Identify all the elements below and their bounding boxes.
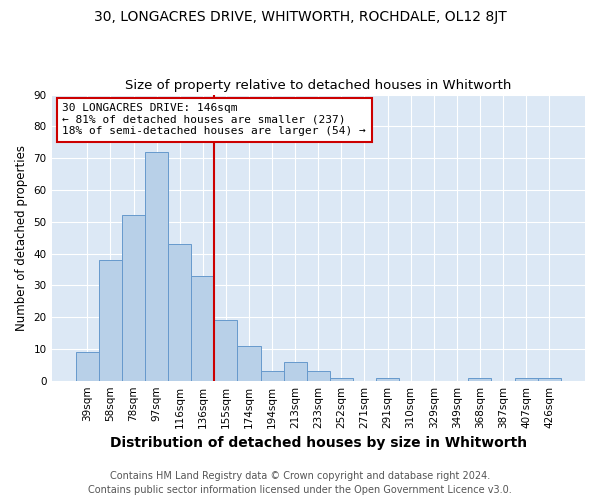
- Bar: [284, 362, 307, 380]
- Bar: [168, 244, 191, 380]
- Title: Size of property relative to detached houses in Whitworth: Size of property relative to detached ho…: [125, 79, 511, 92]
- Bar: [330, 378, 353, 380]
- Text: 30, LONGACRES DRIVE, WHITWORTH, ROCHDALE, OL12 8JT: 30, LONGACRES DRIVE, WHITWORTH, ROCHDALE…: [94, 10, 506, 24]
- Bar: [307, 371, 330, 380]
- Bar: [76, 352, 99, 380]
- Bar: [122, 216, 145, 380]
- Bar: [214, 320, 238, 380]
- Bar: [469, 378, 491, 380]
- Bar: [376, 378, 399, 380]
- Bar: [238, 346, 260, 380]
- Bar: [191, 276, 214, 380]
- Bar: [145, 152, 168, 380]
- Bar: [260, 371, 284, 380]
- Bar: [99, 260, 122, 380]
- Y-axis label: Number of detached properties: Number of detached properties: [15, 144, 28, 330]
- Text: Contains HM Land Registry data © Crown copyright and database right 2024.
Contai: Contains HM Land Registry data © Crown c…: [88, 471, 512, 495]
- Text: 30 LONGACRES DRIVE: 146sqm
← 81% of detached houses are smaller (237)
18% of sem: 30 LONGACRES DRIVE: 146sqm ← 81% of deta…: [62, 103, 366, 136]
- Bar: [538, 378, 561, 380]
- Bar: [515, 378, 538, 380]
- X-axis label: Distribution of detached houses by size in Whitworth: Distribution of detached houses by size …: [110, 436, 527, 450]
